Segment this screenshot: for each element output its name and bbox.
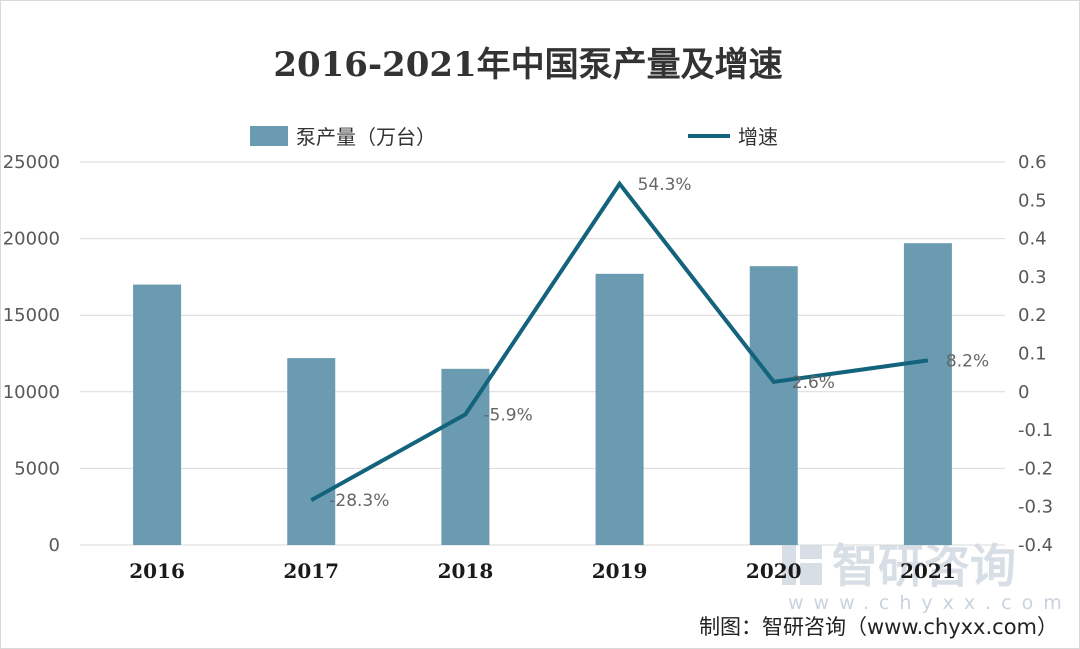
bar-2019 (595, 273, 644, 545)
bar-2017 (287, 358, 336, 545)
source-footer: 制图：智研咨询（www.chyxx.com） (699, 615, 1058, 639)
x-tick-label: 2016 (129, 559, 185, 583)
y-right-tick-label: 0.5 (1018, 190, 1047, 211)
x-tick-label: 2020 (746, 559, 802, 583)
y-left-tick-label: 10000 (3, 382, 60, 403)
bar-series (133, 243, 952, 546)
y-axis-left: 0 5000 10000 15000 20000 25000 (3, 152, 60, 556)
growth-data-label: 2.6% (792, 373, 835, 393)
growth-line (310, 180, 929, 502)
watermark-logo-icon (782, 545, 822, 585)
y-right-tick-label: 0.6 (1018, 152, 1047, 173)
y-right-tick-label: -0.3 (1018, 497, 1053, 518)
y-left-tick-label: 0 (49, 535, 60, 556)
line-series (310, 180, 929, 502)
y-right-tick-label: 0.4 (1018, 229, 1047, 250)
y-right-tick-label: 0 (1018, 382, 1029, 403)
x-axis: 2016 2017 2018 2019 2020 2021 (129, 559, 956, 583)
y-right-tick-label: 0.3 (1018, 267, 1047, 288)
chart-title: 2016-2021年中国泵产量及增速 (273, 45, 782, 85)
data-labels: -28.3% -5.9% 54.3% 2.6% 8.2% (329, 175, 989, 511)
y-axis-right: -0.4 -0.3 -0.2 -0.1 0 0.1 0.2 0.3 0.4 0.5 0.6 (1018, 152, 1053, 556)
y-left-tick-label: 15000 (3, 305, 60, 326)
x-tick-label: 2021 (900, 559, 956, 583)
watermark: 智研咨询 www.chyxx.com (782, 539, 1072, 614)
x-tick-label: 2019 (592, 559, 648, 583)
growth-data-label: -5.9% (483, 405, 532, 425)
bar-2020 (749, 266, 798, 545)
y-right-tick-label: 0.2 (1018, 305, 1047, 326)
y-left-tick-label: 25000 (3, 152, 60, 173)
y-left-tick-label: 5000 (14, 458, 60, 479)
x-tick-label: 2017 (283, 559, 339, 583)
legend-bar-swatch (250, 126, 288, 146)
legend: 泵产量（万台） 增速 (250, 125, 778, 149)
y-right-tick-label: -0.2 (1018, 458, 1053, 479)
y-right-tick-label: -0.4 (1018, 535, 1053, 556)
bar-2018 (441, 368, 490, 545)
legend-label-production: 泵产量（万台） (296, 125, 436, 149)
y-right-tick-label: -0.1 (1018, 420, 1053, 441)
y-right-tick-label: 0.1 (1018, 344, 1047, 365)
bar-2016 (133, 284, 182, 545)
growth-data-label: -28.3% (329, 491, 389, 511)
growth-data-label: 8.2% (946, 351, 989, 371)
bar-2021 (903, 243, 952, 546)
legend-label-growth: 增速 (738, 125, 778, 149)
watermark-text: 智研咨询 (832, 539, 1016, 593)
gridlines (80, 161, 1005, 546)
watermark-url: www.chyxx.com (788, 592, 1072, 614)
y-left-tick-label: 20000 (3, 229, 60, 250)
growth-data-label: 54.3% (638, 175, 692, 195)
x-tick-label: 2018 (438, 559, 494, 583)
